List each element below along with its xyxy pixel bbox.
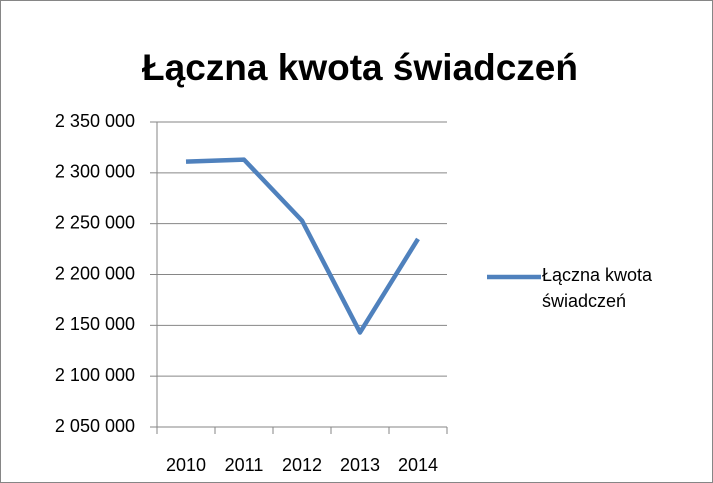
y-tick-label: 2 200 000 [55, 263, 135, 283]
x-tick-label: 2013 [340, 455, 380, 475]
x-tick-label: 2011 [225, 455, 264, 475]
legend-label: Łączna kwota świadczeń [542, 265, 653, 311]
y-tick-label: 2 050 000 [55, 416, 135, 436]
y-tick-label: 2 350 000 [55, 111, 135, 131]
chart-title: Łączna kwota świadczeń [142, 47, 578, 88]
y-tick-label: 2 150 000 [55, 314, 135, 334]
y-tick-label: 2 100 000 [55, 365, 135, 385]
x-tick-label: 2014 [398, 455, 438, 475]
line-series [185, 157, 420, 335]
y-tick-label: 2 300 000 [55, 162, 135, 182]
x-tick-label: 2012 [282, 455, 322, 475]
y-tick-label: 2 250 000 [55, 212, 135, 232]
x-tick-label: 2010 [166, 455, 206, 475]
